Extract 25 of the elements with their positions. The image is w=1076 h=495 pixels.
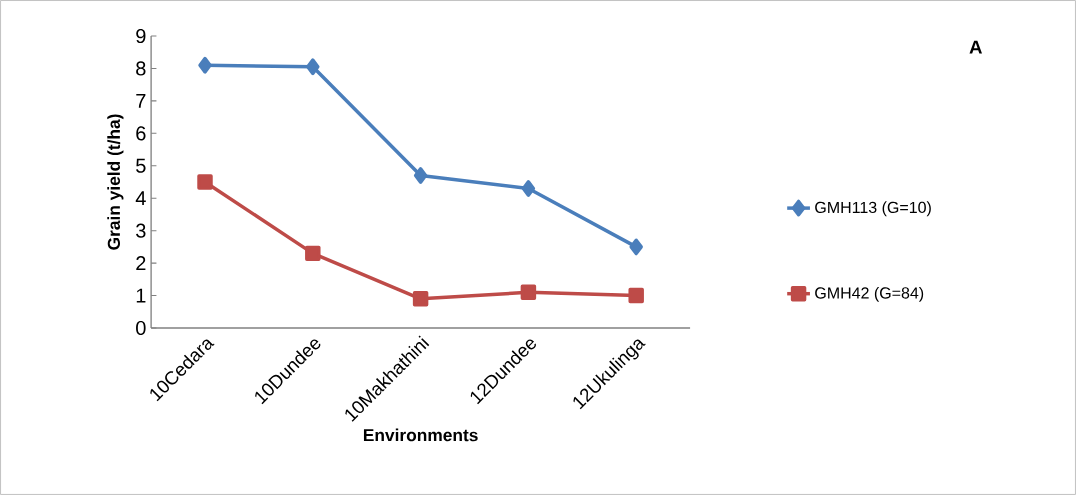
text: A <box>969 40 982 54</box>
y-tick-label: 8 <box>136 61 146 76</box>
point <box>629 238 643 256</box>
legend-label: GMH42 (G=84) <box>815 286 924 302</box>
point <box>198 56 212 74</box>
y-tick-label: 7 <box>136 94 146 108</box>
point <box>520 284 537 301</box>
y-axis-title: Grain yield (t/ha) <box>107 114 124 250</box>
y-tick-label: 5 <box>136 158 146 173</box>
y-tick-label: 1 <box>136 288 146 303</box>
point <box>413 167 428 184</box>
point <box>306 58 320 76</box>
point <box>521 180 536 197</box>
x-axis-title: Environments <box>363 428 478 442</box>
point <box>628 287 644 304</box>
y-tick-label: 0 <box>136 320 146 336</box>
point <box>412 291 429 307</box>
y-tick-label: 6 <box>136 126 146 141</box>
point <box>197 174 213 190</box>
y-tick-label: 9 <box>136 28 146 44</box>
point <box>305 245 321 262</box>
y-tick-label: 4 <box>135 191 146 206</box>
y-tick-label: 3 <box>136 223 146 238</box>
legend-label: GMH113 (G=10) <box>815 201 931 217</box>
y-tick-label: 2 <box>136 256 146 271</box>
